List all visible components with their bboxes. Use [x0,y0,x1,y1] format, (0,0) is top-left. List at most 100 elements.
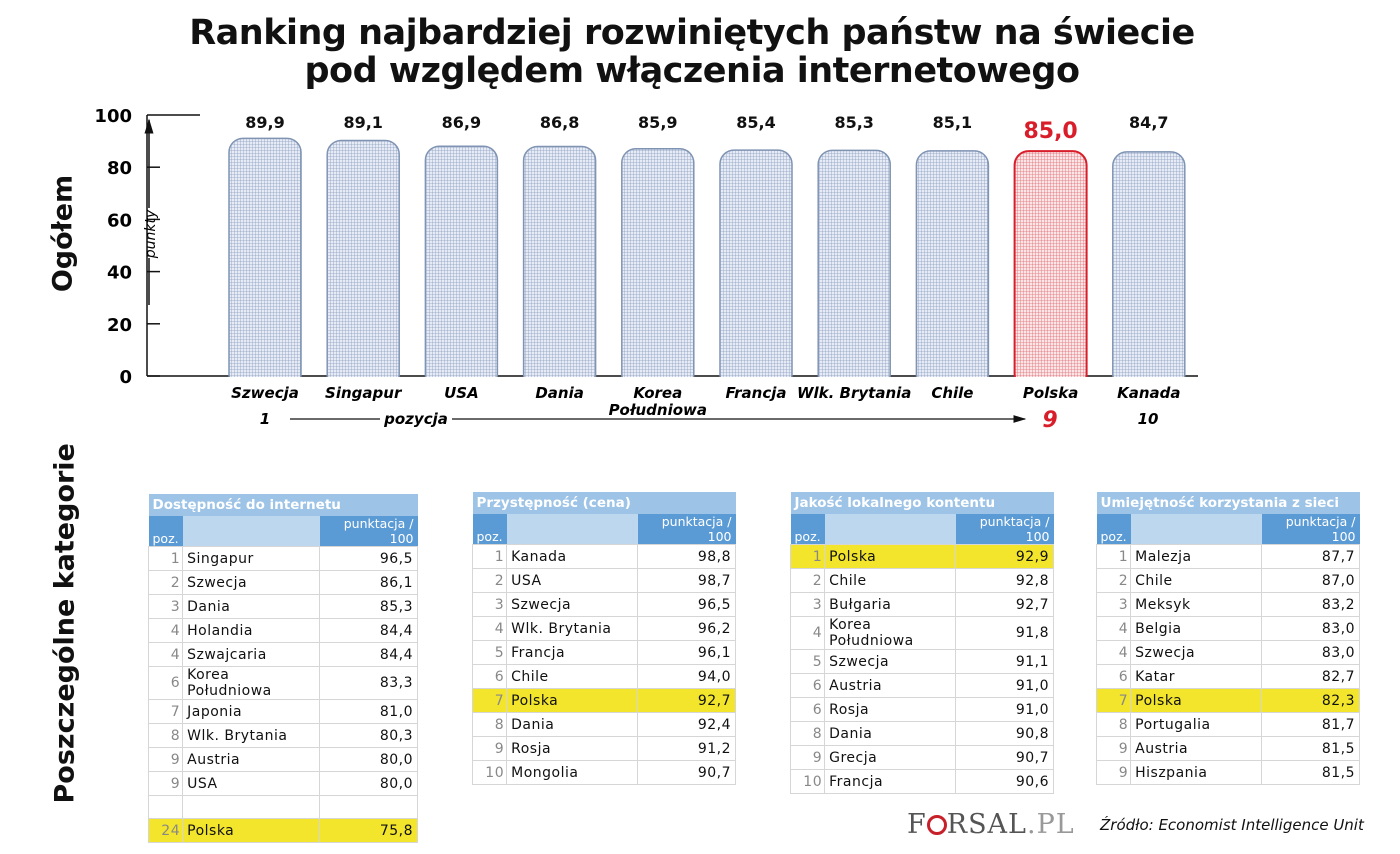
row-position: 3 [1095,592,1132,617]
bar-value-label: 86,9 [442,113,481,132]
table-row: 7 Polska 92,7 [471,688,736,713]
row-country: Korea Południowa [824,616,956,650]
row-country: Francja [824,769,956,794]
bar-polska [1013,150,1088,389]
bar-base-mask [914,377,991,391]
x-category-label: Korea [633,384,682,402]
table-row: 5 Francja 96,1 [471,640,736,665]
bar-base-mask [816,377,893,391]
row-position: 6 [789,673,826,698]
row-position: 2 [789,568,826,593]
row-position: 1 [147,546,184,571]
row-position: 4 [1095,616,1132,641]
bar-base-mask [521,377,598,391]
row-country: Wlk. Brytania [182,723,320,748]
table-row: 1 Singapur 96,5 [147,546,418,571]
row-score: 92,9 [955,544,1054,569]
table-row: 1 Polska 92,9 [789,544,1054,569]
chart-title: Ranking najbardziej rozwiniętych państw … [150,14,1234,90]
row-position: 7 [471,688,508,713]
table-title-row: Dostępność do internetu [148,494,418,516]
header-spacer [824,514,956,545]
pos-header: poz. [148,516,183,547]
table-spacer-row [147,795,418,819]
table-row: 10 Mongolia 90,7 [471,760,736,785]
table-title-row: Przystępność (cena) [472,492,736,514]
row-country: Szwecja [182,570,320,595]
category-table-2: Przystępność (cena) poz. punktacja / 100 1 K… [471,492,736,785]
table-title-row: Jakość lokalnego kontentu [790,492,1054,514]
row-country: Meksyk [1130,592,1262,617]
y-tick-label: 0 [119,367,132,388]
row-country: Katar [1130,664,1262,689]
x-category-label: Dania [535,384,584,402]
row-country: Rosja [824,697,956,722]
bar-base-mask [1110,377,1187,391]
row-country: Szwecja [824,649,956,674]
row-score: 90,7 [955,745,1054,770]
row-score: 80,0 [319,771,418,796]
row-position: 6 [147,666,184,700]
score-header: punktacja / 100 [955,514,1054,545]
row-position: 9 [147,747,184,772]
row-country: Wlk. Brytania [506,616,638,641]
row-score: 82,7 [1261,664,1360,689]
table-row: 6 Katar 82,7 [1095,664,1360,689]
row-score: 91,0 [955,697,1054,722]
bar-dania [522,145,597,389]
y-tick-label: 100 [94,106,132,127]
row-score: 96,1 [637,640,736,665]
row-score: 83,2 [1261,592,1360,617]
row-score: 96,2 [637,616,736,641]
row-position: 6 [789,697,826,722]
bar-francja [719,149,793,389]
row-country: Holandia [182,618,320,643]
row-position: 4 [147,618,184,643]
row-position: 10 [789,769,826,794]
row-position: 2 [1095,568,1132,593]
row-position: 7 [147,699,184,724]
row-position: 6 [471,664,508,689]
table-title: Umiejętność korzystania z sieci [1096,492,1360,514]
table-row: 7 Japonia 81,0 [147,699,418,724]
table-title: Dostępność do internetu [148,494,418,516]
row-country: Hiszpania [1130,760,1262,785]
row-score: 91,8 [955,616,1054,650]
bar-value-label: 85,9 [638,113,677,132]
row-country: Japonia [182,699,320,724]
row-country: Dania [182,594,320,619]
table-row: 6 Chile 94,0 [471,664,736,689]
row-score: 92,7 [637,688,736,713]
table-row: 9 Hiszpania 81,5 [1095,760,1360,785]
table-row: 9 USA 80,0 [147,771,418,796]
bar-base-mask [325,377,402,391]
row-country: Chile [1130,568,1262,593]
row-score: 84,4 [319,642,418,667]
row-position: 8 [471,712,508,737]
table-row: 4 Szwecja 83,0 [1095,640,1360,665]
row-country: USA [506,568,638,593]
table-row: 4 Korea Południowa 91,8 [789,616,1054,650]
table-row: 7 Polska 82,3 [1095,688,1360,713]
table-row: 2 Szwecja 86,1 [147,570,418,595]
x-category-label: Szwecja [231,384,299,402]
row-country: Polska [1130,688,1262,713]
row-position: 9 [1095,760,1132,785]
row-country: Korea Południowa [182,666,320,700]
position-label-first: 1 [260,410,270,428]
x-category-label: Polska [1023,384,1078,402]
row-score [319,795,418,819]
row-position: 8 [1095,712,1132,737]
table-row: 9 Grecja 90,7 [789,745,1054,770]
x-category-label: USA [444,384,479,402]
row-country: Austria [1130,736,1262,761]
header-spacer [182,516,320,547]
row-score: 82,3 [1261,688,1360,713]
position-label-highlight: 9 [1042,408,1057,433]
row-country: Rosja [506,736,638,761]
table-row: 6 Austria 91,0 [789,673,1054,698]
row-position: 9 [789,745,826,770]
score-header: punktacja / 100 [1261,514,1360,545]
source-note: Źródło: Economist Intelligence Unit [1100,816,1364,834]
row-country: Austria [824,673,956,698]
